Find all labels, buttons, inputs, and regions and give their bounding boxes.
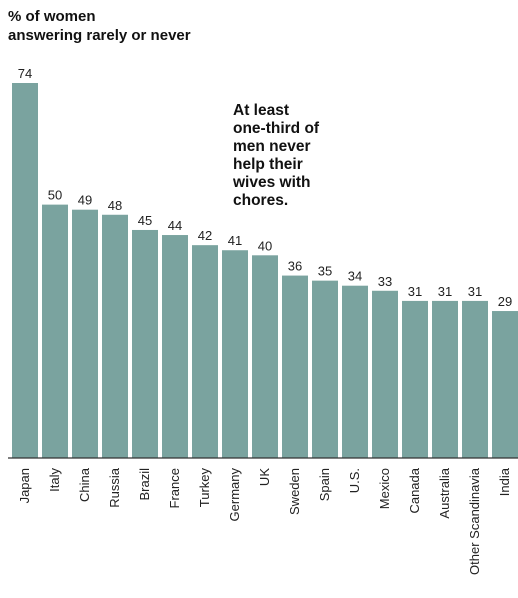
y-axis-label-line-1: % of women: [8, 8, 96, 25]
value-label-france: 44: [168, 218, 182, 233]
category-label-canada: Canada: [407, 467, 422, 513]
bars-group: [12, 83, 518, 458]
annotation-line-3: men never: [233, 138, 311, 155]
category-label-sweden: Sweden: [287, 468, 302, 515]
category-label-brazil: Brazil: [137, 468, 152, 501]
bar-japan: [12, 83, 38, 458]
category-label-australia: Australia: [437, 467, 452, 518]
bar-india: [492, 311, 518, 458]
value-label-australia: 31: [438, 284, 452, 299]
category-label-china: China: [77, 467, 92, 502]
value-label-china: 49: [78, 193, 92, 208]
bar-uk: [252, 255, 278, 458]
category-label-france: France: [167, 468, 182, 508]
bar-canada: [402, 300, 428, 458]
value-label-germany: 41: [228, 233, 242, 248]
annotation: At least one-third of men never help the…: [232, 102, 320, 209]
bar-u-s: [342, 285, 368, 458]
annotation-line-5: wives with: [232, 174, 311, 191]
category-label-italy: Italy: [47, 468, 62, 492]
bar-russia: [102, 214, 128, 458]
annotation-line-4: help their: [233, 156, 303, 173]
category-labels-group: Japan Italy China Russia Brazil France Turkey G…: [17, 467, 512, 575]
bar-spain: [312, 280, 338, 458]
category-label-russia: Russia: [107, 467, 122, 508]
value-label-canada: 31: [408, 284, 422, 299]
bar-other-scandinavia: [462, 300, 488, 458]
annotation-line-1: At least: [233, 102, 289, 119]
value-label-japan: 74: [18, 66, 32, 81]
value-label-sweden: 36: [288, 259, 302, 274]
category-label-uk: UK: [257, 468, 272, 486]
value-labels-group: 74 50 49 48 45 44 42 41 40 36 35 34 33 31 31 31 29: [18, 66, 512, 309]
value-label-italy: 50: [48, 188, 62, 203]
value-label-other-scandinavia: 31: [468, 284, 482, 299]
bar-sweden: [282, 275, 308, 458]
category-label-germany: Germany: [227, 468, 242, 522]
value-label-u-s: 34: [348, 269, 362, 284]
bar-turkey: [192, 245, 218, 458]
annotation-line-6: chores.: [233, 192, 288, 209]
bar-germany: [222, 250, 248, 458]
bar-italy: [42, 204, 68, 458]
value-label-russia: 48: [108, 198, 122, 213]
value-label-spain: 35: [318, 264, 332, 279]
bar-brazil: [132, 229, 158, 458]
category-label-india: India: [497, 467, 512, 496]
category-label-turkey: Turkey: [197, 468, 212, 508]
value-label-uk: 40: [258, 238, 272, 253]
value-label-brazil: 45: [138, 213, 152, 228]
bar-mexico: [372, 290, 398, 458]
bar-china: [72, 209, 98, 458]
annotation-line-2: one-third of: [233, 120, 320, 137]
value-label-mexico: 33: [378, 274, 392, 289]
category-label-u-s: U.S.: [347, 468, 362, 493]
category-label-other-scandinavia: Other Scandinavia: [467, 467, 482, 575]
category-label-mexico: Mexico: [377, 468, 392, 509]
bar-australia: [432, 300, 458, 458]
category-label-spain: Spain: [317, 468, 332, 501]
bar-france: [162, 235, 188, 458]
value-label-india: 29: [498, 294, 512, 309]
category-label-japan: Japan: [17, 468, 32, 503]
y-axis-label-line-2: answering rarely or never: [8, 27, 191, 44]
value-label-turkey: 42: [198, 228, 212, 243]
